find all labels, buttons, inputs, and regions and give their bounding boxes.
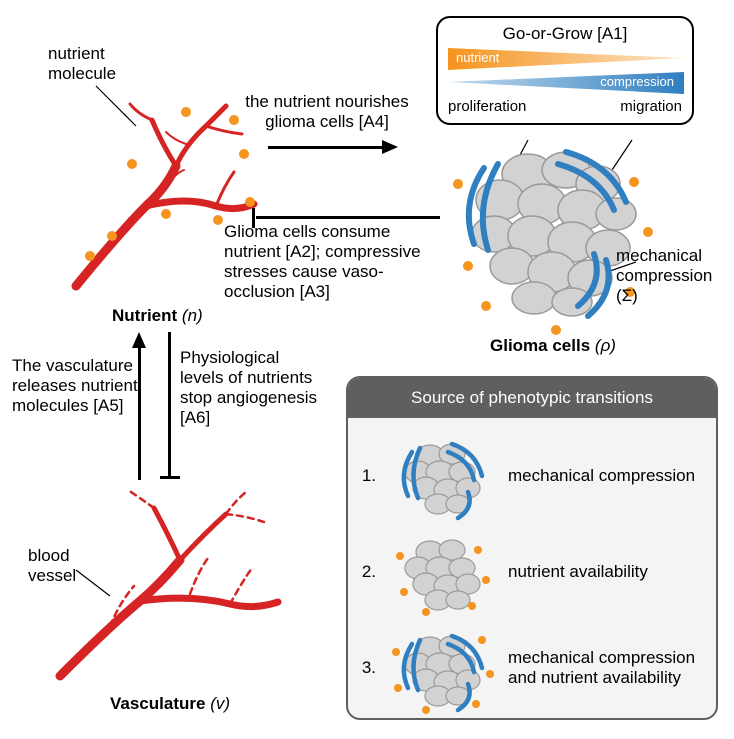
glioma-region — [438, 134, 670, 338]
vasculature-symbol: (v) — [210, 694, 230, 713]
arrow-glioma-block-nutrient — [252, 208, 440, 228]
source-cluster-1 — [382, 430, 500, 522]
vasculature-title: Vasculature — [110, 694, 205, 713]
nutrient-title: Nutrient — [112, 306, 177, 325]
source-panel: Source of phenotypic transitions 1. mech… — [346, 376, 718, 720]
source-num-2: 2. — [348, 562, 382, 582]
source-text-2: nutrient availability — [500, 562, 716, 582]
glioma-symbol: (ρ) — [595, 336, 616, 355]
source-text-3: mechanical compression and nutrient avai… — [500, 648, 716, 688]
source-header: Source of phenotypic transitions — [348, 378, 716, 418]
source-num-1: 1. — [348, 466, 382, 486]
vasc-release-label: The vasculature releases nutrient molecu… — [12, 356, 142, 416]
nutrient-molecule-label: nutrient molecule — [48, 44, 116, 84]
arrow-vasc-to-nutrient — [132, 332, 148, 480]
arrow-nutrient-block-vasc — [160, 332, 180, 480]
phys-levels-label: Physiological levels of nutrients stop a… — [180, 348, 330, 428]
source-text-1: mechanical compression — [500, 466, 716, 486]
glioma-title: Glioma cells — [490, 336, 590, 355]
nutrient-nourishes-label: the nutrient nourishes glioma cells [A4] — [222, 92, 432, 132]
mech-compression-label: mechanical compression (Σ) — [616, 246, 734, 306]
arrow-nutrient-to-glioma — [268, 140, 398, 156]
vasculature-region — [50, 486, 290, 686]
nutrient-symbol: (n) — [182, 306, 203, 325]
source-cluster-3 — [382, 622, 500, 714]
blood-vessel-label: blood vessel — [28, 546, 76, 586]
glioma-consume-label: Glioma cells consume nutrient [A2]; comp… — [224, 222, 438, 302]
source-num-3: 3. — [348, 658, 382, 678]
source-cluster-2 — [382, 526, 500, 618]
